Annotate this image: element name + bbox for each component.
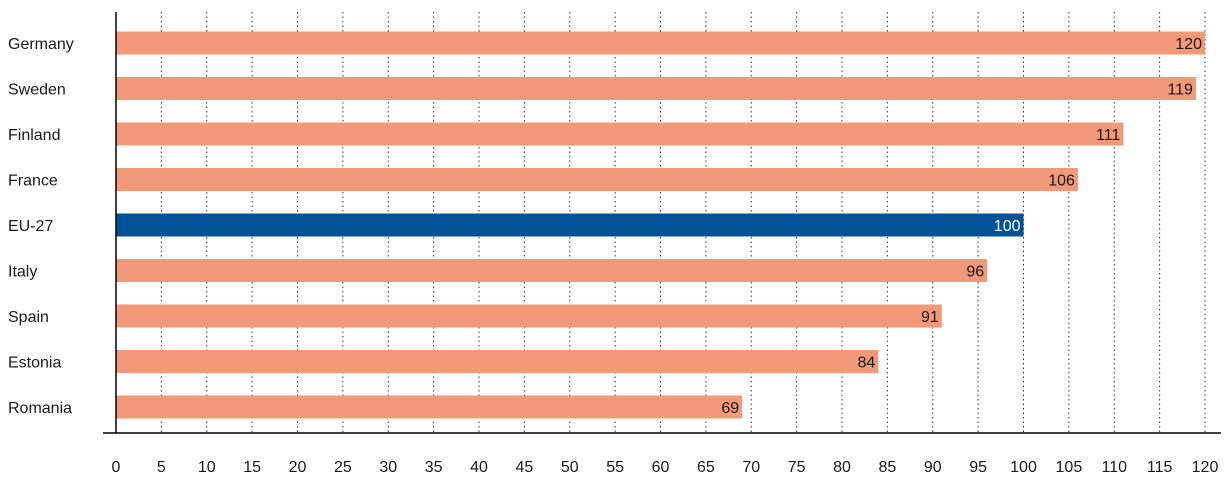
category-label-finland: Finland <box>8 127 60 144</box>
bars: 120 119 111 106 100 96 91 84 69 <box>116 31 1205 419</box>
x-tick-label-15: 15 <box>243 459 261 476</box>
category-label-estonia: Estonia <box>8 355 61 372</box>
value-label-romania: 69 <box>721 400 739 417</box>
bar-romania <box>116 395 743 419</box>
x-tick-label-40: 40 <box>470 459 488 476</box>
value-label-italy: 96 <box>966 264 984 281</box>
x-tick-label-85: 85 <box>878 459 896 476</box>
x-tick-label-45: 45 <box>515 459 533 476</box>
tick-labels: 0 5 10 15 20 25 30 35 40 45 50 55 60 65 70 75 80 85 90 95 10… <box>112 459 1219 476</box>
value-label-germany: 120 <box>1175 36 1202 53</box>
x-tick-label-10: 10 <box>198 459 216 476</box>
category-labels: Germany Sweden Finland France EU-27 Italy Spai… <box>8 36 74 417</box>
category-label-eu-27: EU-27 <box>8 218 53 235</box>
x-tick-label-20: 20 <box>289 459 307 476</box>
x-tick-label-50: 50 <box>561 459 579 476</box>
category-label-france: France <box>8 173 58 190</box>
x-tick-label-65: 65 <box>697 459 715 476</box>
bar-sweden <box>116 77 1196 100</box>
x-tick-label-60: 60 <box>652 459 670 476</box>
x-tick-label-80: 80 <box>833 459 851 476</box>
x-tick-label-35: 35 <box>425 459 443 476</box>
bar-germany <box>116 31 1205 55</box>
category-label-italy: Italy <box>8 264 37 281</box>
x-tick-label-30: 30 <box>379 459 397 476</box>
x-tick-label-25: 25 <box>334 459 352 476</box>
bar-spain <box>116 304 942 328</box>
bar-italy <box>116 259 988 282</box>
x-tick-label-110: 110 <box>1101 459 1127 476</box>
category-label-romania: Romania <box>8 400 72 417</box>
category-label-spain: Spain <box>8 309 49 326</box>
x-tick-label-90: 90 <box>924 459 942 476</box>
category-label-germany: Germany <box>8 36 74 53</box>
x-tick-label-75: 75 <box>788 459 806 476</box>
value-label-sweden: 119 <box>1167 82 1193 99</box>
x-tick-label-120: 120 <box>1192 459 1219 476</box>
bar-finland <box>116 122 1124 146</box>
bar-france <box>116 168 1078 191</box>
value-label-france: 106 <box>1048 173 1075 190</box>
x-tick-label-0: 0 <box>112 459 121 476</box>
bar-estonia <box>116 350 879 373</box>
x-tick-label-105: 105 <box>1056 459 1083 476</box>
x-tick-label-115: 115 <box>1147 459 1173 476</box>
axes <box>103 12 1221 434</box>
x-tick-label-55: 55 <box>606 459 624 476</box>
category-label-sweden: Sweden <box>8 82 66 99</box>
value-label-estonia: 84 <box>858 355 876 372</box>
x-tick-label-100: 100 <box>1010 459 1037 476</box>
value-label-spain: 91 <box>921 309 939 326</box>
x-tick-label-95: 95 <box>969 459 987 476</box>
value-label-eu-27: 100 <box>994 218 1021 235</box>
value-label-finland: 111 <box>1096 127 1120 144</box>
bar-eu-27 <box>116 213 1024 237</box>
x-tick-label-70: 70 <box>742 459 760 476</box>
x-tick-label-5: 5 <box>157 459 166 476</box>
